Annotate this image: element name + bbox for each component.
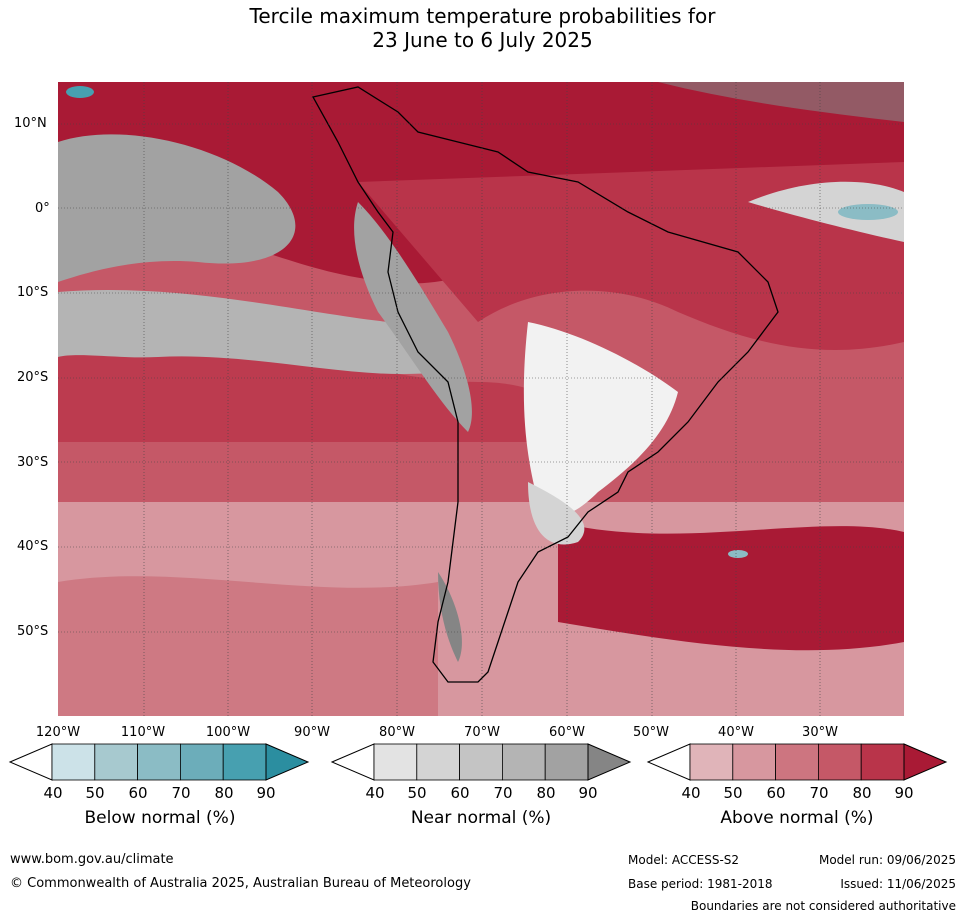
colorbar-swatch [732, 743, 777, 781]
tick: 90 [256, 784, 276, 802]
lon-label: 50°W [633, 725, 669, 740]
lat-label: 20°S [17, 370, 49, 385]
colorbar-swatch [689, 743, 734, 781]
lat-label: 0° [35, 201, 50, 216]
lat-label: 50°S [17, 624, 49, 639]
tick: 90 [894, 784, 914, 802]
title-line-2: 23 June to 6 July 2025 [372, 28, 593, 52]
model-info: Model: ACCESS-S2 [628, 853, 740, 867]
south-america-coastline [312, 86, 779, 683]
tick: 90 [578, 784, 598, 802]
tick: 40 [43, 784, 63, 802]
southern-patch [58, 576, 438, 716]
tick: 70 [171, 784, 191, 802]
tick: 50 [85, 784, 105, 802]
near-normal-coast [354, 202, 472, 432]
colorbar-above-normal [646, 743, 948, 781]
near-normal-label: Near normal (%) [410, 808, 552, 828]
tick: 80 [536, 784, 556, 802]
south-atlantic-high [558, 522, 904, 651]
lon-label: 90°W [294, 725, 330, 740]
near-normal-atlantic [748, 181, 904, 242]
lon-label: 40°W [718, 725, 754, 740]
near-normal-pampas [528, 482, 585, 545]
map-canvas [58, 82, 904, 716]
near-normal-caribbean [658, 82, 904, 122]
colorbar-swatch [860, 743, 905, 781]
tick: 70 [493, 784, 513, 802]
below-normal-label: Below normal (%) [84, 808, 236, 828]
white-inland [523, 322, 678, 516]
colorbar-swatch [51, 743, 96, 781]
issued-date: Issued: 11/06/2025 [840, 877, 956, 891]
tick: 40 [681, 784, 701, 802]
disclaimer: Boundaries are not considered authoritat… [690, 899, 956, 913]
colorbar-swatch [459, 743, 503, 781]
lon-label: 60°W [549, 725, 585, 740]
east-pacific-high [58, 337, 578, 442]
tick: 40 [365, 784, 385, 802]
lon-label: 80°W [379, 725, 415, 740]
colorbar-swatch [137, 743, 181, 781]
base-period: Base period: 1981-2018 [628, 877, 773, 891]
tick: 60 [128, 784, 148, 802]
map-title: Tercile maximum temperature probabilitie… [0, 4, 965, 52]
lon-label: 120°W [35, 725, 81, 740]
brazil-high [358, 162, 904, 351]
below-normal-spot-3 [728, 550, 748, 558]
near-normal-pacific-band [58, 289, 446, 375]
below-normal-spot-1 [66, 86, 94, 98]
near-normal-pacific-north [58, 134, 296, 282]
tick: 50 [723, 784, 743, 802]
lon-label: 100°W [205, 725, 251, 740]
lon-label: 30°W [802, 725, 838, 740]
lat-label: 30°S [17, 455, 49, 470]
tick: 60 [766, 784, 786, 802]
colorbar-swatch [94, 743, 139, 781]
near-swatches [373, 743, 589, 781]
lat-label: 10°S [17, 285, 49, 300]
lat-label: 10°N [14, 116, 47, 131]
near-normal-patagonia [438, 572, 462, 662]
title-line-1: Tercile maximum temperature probabilitie… [249, 4, 716, 28]
colorbar-near-normal [330, 743, 632, 781]
website-link[interactable]: www.bom.gov.au/climate [10, 852, 174, 867]
colorbar-swatch [544, 743, 589, 781]
tick: 60 [450, 784, 470, 802]
colorbar-swatch [179, 743, 224, 781]
colorbar-below-normal [8, 743, 310, 781]
lon-label: 110°W [120, 725, 166, 740]
tick: 70 [809, 784, 829, 802]
below-normal-spot-2 [838, 204, 898, 220]
copyright: © Commonwealth of Australia 2025, Austra… [10, 876, 471, 891]
colorbar-swatch [222, 743, 267, 781]
tick: 80 [852, 784, 872, 802]
colorbar-swatch [373, 743, 418, 781]
tick: 50 [407, 784, 427, 802]
colorbar-swatch [416, 743, 461, 781]
model-run: Model run: 09/06/2025 [818, 853, 956, 867]
above-swatches [689, 743, 905, 781]
colorbar-swatch [501, 743, 546, 781]
lat-label: 40°S [17, 539, 49, 554]
tick: 80 [214, 784, 234, 802]
probability-map [58, 82, 904, 716]
below-swatches [51, 743, 267, 781]
colorbar-swatch [775, 743, 819, 781]
graticule [58, 82, 904, 716]
colorbar-swatch [817, 743, 862, 781]
above-normal-label: Above normal (%) [720, 808, 874, 828]
lon-label: 70°W [464, 725, 500, 740]
